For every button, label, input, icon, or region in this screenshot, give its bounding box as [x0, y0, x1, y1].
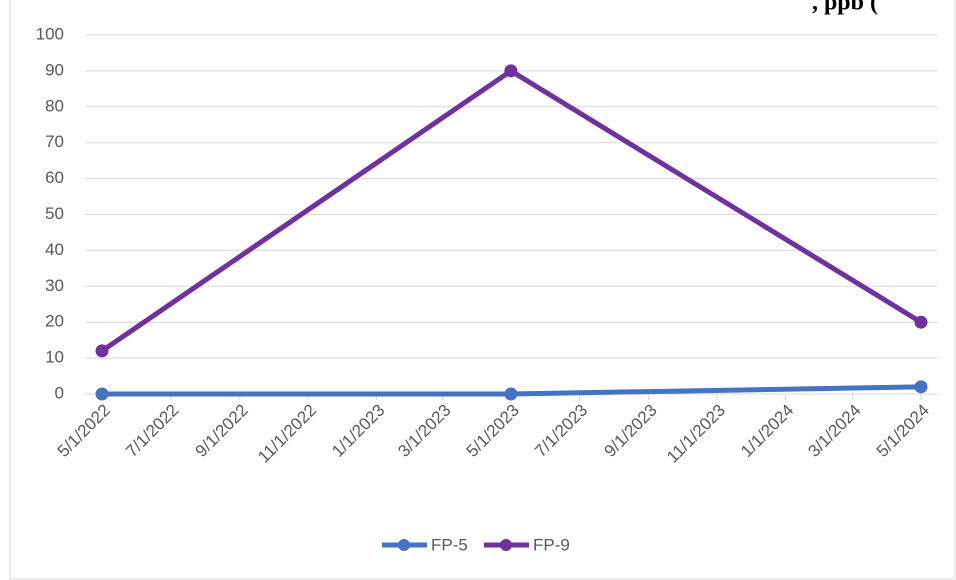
y-tick-label: 100	[36, 24, 64, 43]
legend-marker	[398, 539, 410, 551]
data-point	[914, 380, 928, 394]
legend-label: FP-9	[533, 535, 570, 554]
y-tick-label: 0	[55, 383, 64, 402]
y-tick-label: 20	[45, 312, 64, 331]
y-tick-label: 80	[45, 96, 64, 115]
legend-label: FP-5	[431, 535, 468, 554]
y-tick-label: 10	[45, 348, 64, 367]
data-point	[914, 315, 928, 329]
y-tick-label: 70	[45, 132, 64, 151]
data-point	[504, 387, 518, 401]
data-point	[504, 64, 518, 78]
y-tick-label: 60	[45, 168, 64, 187]
y-tick-label: 90	[45, 60, 64, 79]
chart-title: , ppb (	[812, 0, 878, 16]
chart-border	[9, 0, 956, 580]
y-tick-label: 40	[45, 240, 64, 259]
data-point	[95, 344, 109, 358]
y-tick-label: 30	[45, 276, 64, 295]
legend-marker	[500, 539, 512, 551]
y-tick-label: 50	[45, 204, 64, 223]
data-point	[95, 387, 109, 401]
